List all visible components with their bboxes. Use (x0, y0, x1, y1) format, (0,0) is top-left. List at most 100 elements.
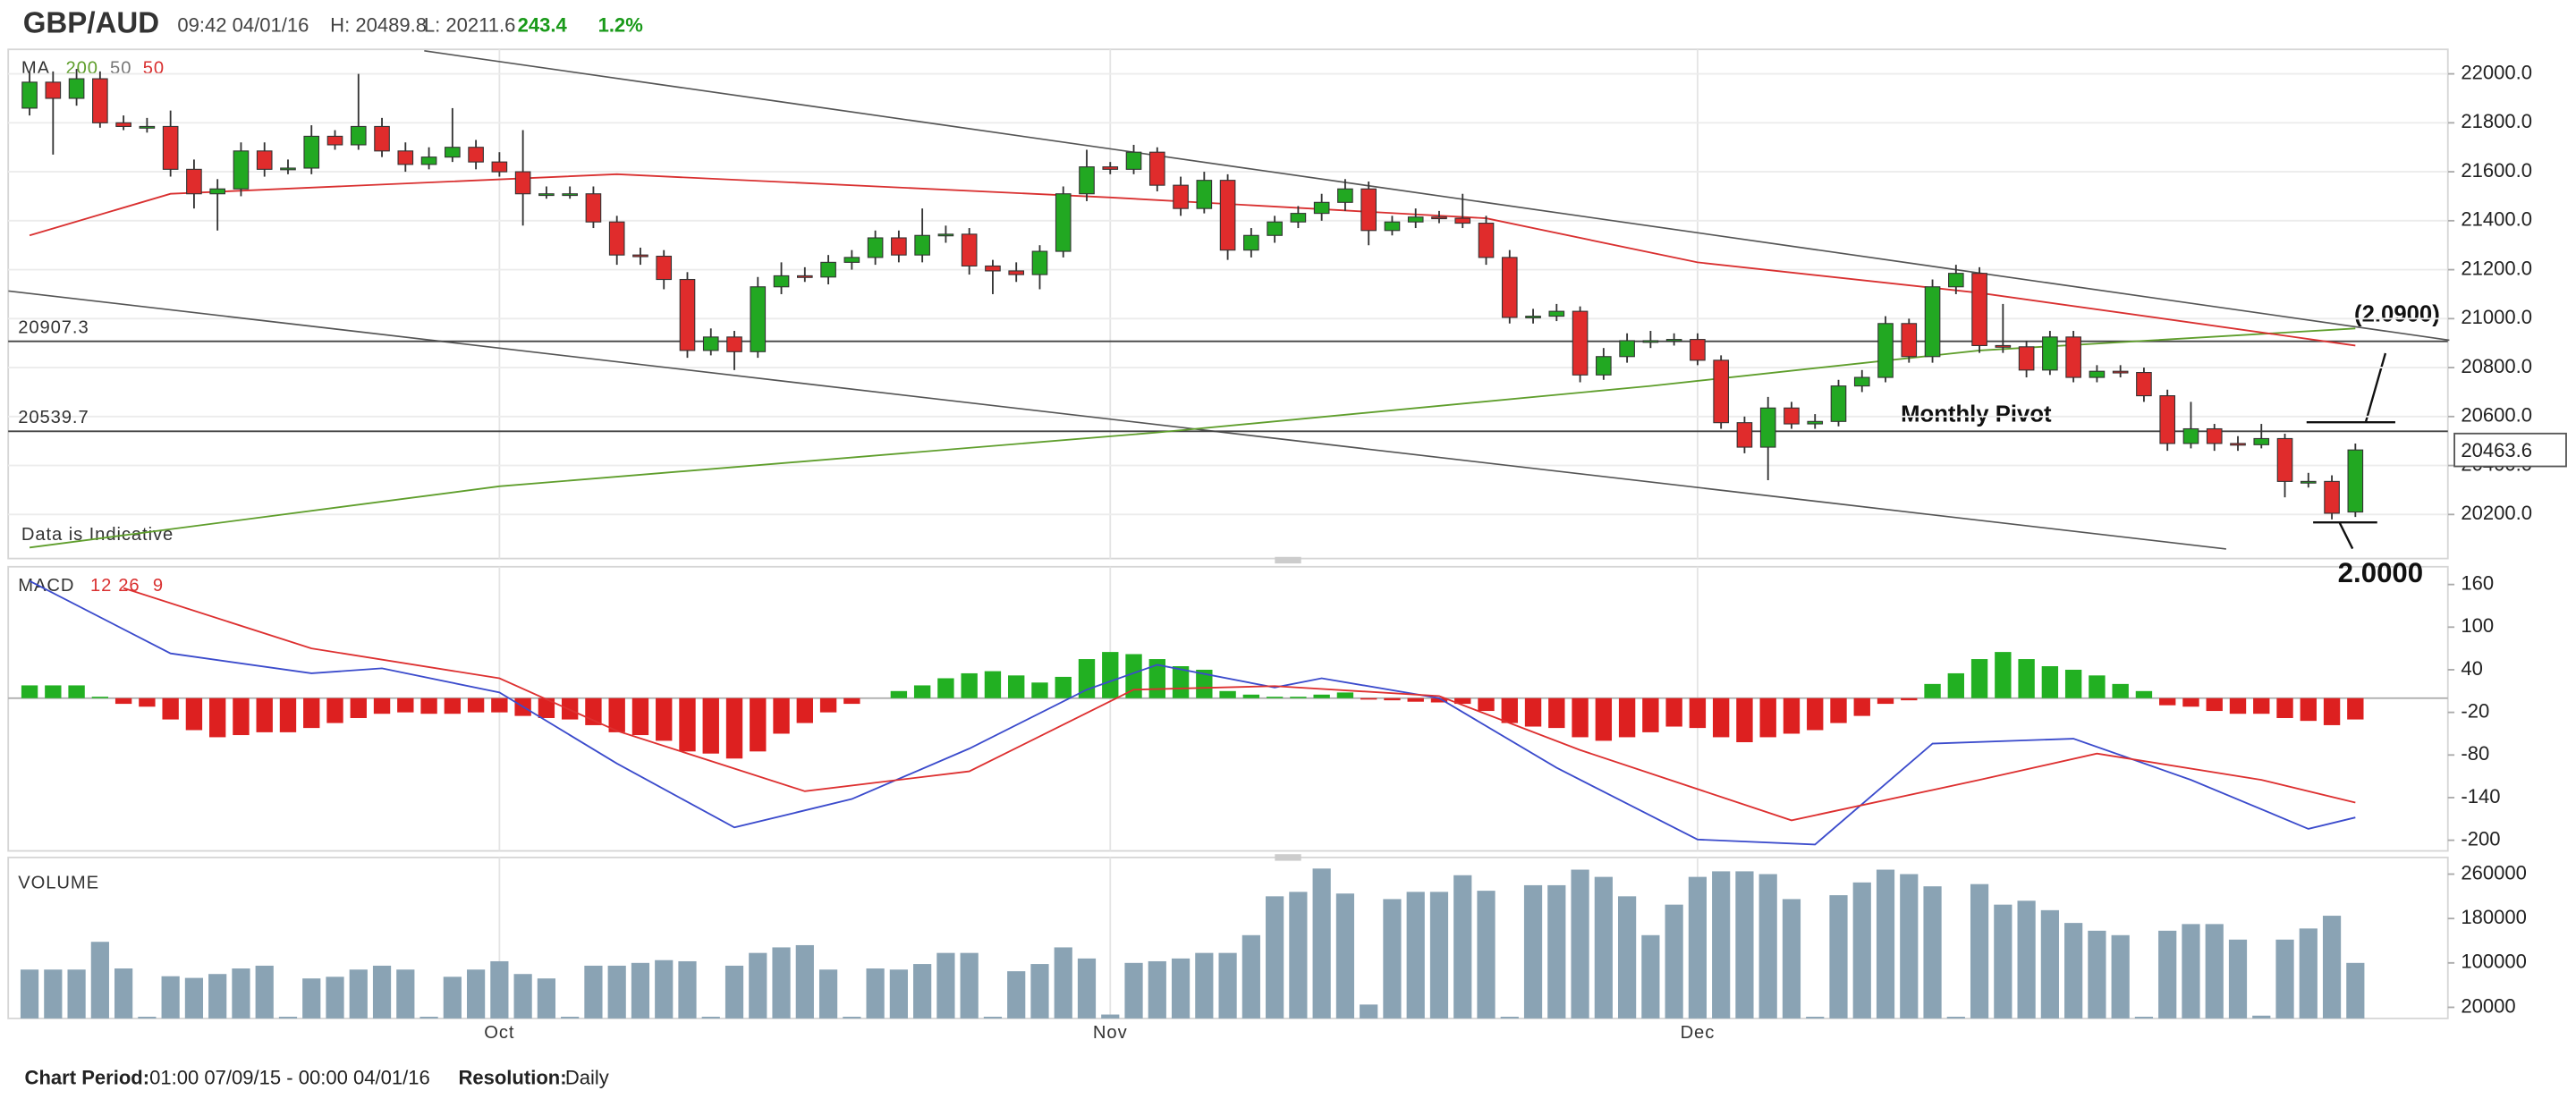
histogram-bar (1572, 697, 1589, 738)
candle-body (562, 193, 578, 197)
price-panel (7, 48, 2449, 560)
volume-bar (2275, 939, 2294, 1019)
histogram-bar (279, 697, 297, 732)
target-arrow (2306, 352, 2395, 424)
candle-body (2042, 336, 2058, 371)
volume-bar (372, 965, 392, 1019)
histogram-bar (1642, 697, 1659, 732)
candle-body (796, 275, 813, 278)
candle-body (1313, 201, 1330, 215)
volume-bar (20, 969, 39, 1019)
resize-handle[interactable] (1275, 854, 1301, 861)
volume-bar (513, 974, 532, 1019)
volume-bar (1547, 884, 1566, 1019)
histogram-bar (491, 697, 508, 713)
histogram-bar (1196, 669, 1213, 698)
candle-body (420, 156, 437, 165)
y-tick-label: -140 (2461, 785, 2500, 807)
candle-body (2276, 437, 2293, 482)
histogram-bar (1901, 697, 1918, 701)
histogram-bar (702, 697, 719, 754)
volume-bar (232, 968, 250, 1019)
candle-body (1478, 223, 1495, 258)
histogram-bar (68, 685, 85, 698)
histogram-bar (913, 685, 931, 698)
volume-bar (2299, 928, 2318, 1019)
volume-bar (1829, 895, 1848, 1019)
target-label: (2.0900) (2354, 302, 2440, 327)
volume-bar (184, 977, 204, 1019)
volume-bar (1923, 886, 1942, 1019)
candle-body (256, 150, 273, 170)
candle-body (891, 237, 907, 256)
volume-bar (889, 969, 908, 1019)
candle-body (1572, 310, 1589, 376)
volume-bar (537, 978, 555, 1019)
candle-body (1031, 250, 1048, 275)
last-price: 20463.6 (2461, 439, 2532, 461)
histogram-bar (1055, 676, 1072, 698)
histogram-bar (1266, 697, 1284, 698)
footer-label: Resolution: (458, 1067, 566, 1089)
candle-body (585, 193, 602, 223)
candle-body (1665, 339, 1682, 342)
volume-bar (1289, 892, 1308, 1019)
histogram-bar (631, 697, 649, 736)
macd-panel (7, 565, 2449, 852)
candle-body (374, 125, 390, 152)
candle-body (326, 135, 343, 146)
candle-body (162, 125, 179, 170)
candle-body (538, 193, 555, 197)
histogram-bar (2323, 697, 2341, 725)
candle-body (1454, 217, 1471, 224)
volume-bar (561, 1017, 580, 1019)
candle-body (45, 81, 62, 99)
target-arrow (2313, 521, 2377, 550)
volume-bar (631, 962, 650, 1019)
histogram-bar (373, 697, 391, 714)
histogram-bar (1501, 697, 1518, 723)
histogram-bar (1430, 697, 1448, 703)
histogram-bar (397, 697, 414, 713)
histogram-bar (162, 697, 179, 720)
volume-bar (818, 969, 838, 1019)
candle-body (2324, 480, 2340, 514)
resize-handle[interactable] (1275, 556, 1301, 564)
histogram-bar (1970, 659, 1988, 698)
candle-body (1219, 180, 1236, 251)
volume-bar (1383, 899, 1402, 1019)
candle-body (1995, 344, 2012, 348)
y-tick-label: 40 (2461, 657, 2483, 680)
histogram-bar (91, 697, 109, 698)
histogram-bar (1947, 672, 1964, 698)
candle-body (1901, 323, 1918, 358)
volume-bar (1360, 1004, 1378, 1019)
y-tick-label: 20600.0 (2461, 404, 2532, 427)
candle-body (1830, 385, 1847, 422)
volume-bar (1030, 964, 1049, 1019)
candle-body (726, 336, 742, 352)
histogram-bar (1807, 697, 1824, 731)
volume-bar (1171, 958, 1191, 1019)
candle-body (139, 125, 156, 129)
y-tick-label: 21000.0 (2461, 306, 2532, 328)
histogram-bar (937, 678, 954, 698)
volume-bar (1477, 891, 1496, 1019)
candle-body (1525, 316, 1541, 318)
volume-bar (2017, 900, 2036, 1019)
volume-bar (326, 976, 344, 1019)
histogram-bar (2018, 659, 2035, 698)
target-label: 2.0000 (2338, 557, 2424, 588)
candle-body (1619, 340, 1635, 358)
volume-bar (2182, 924, 2200, 1019)
candle-body (679, 278, 696, 351)
candle-body (1360, 188, 1377, 232)
histogram-bar (1478, 697, 1495, 712)
histogram-bar (2253, 697, 2270, 714)
volume-bar (278, 1017, 298, 1019)
histogram-bar (1125, 654, 1142, 698)
candle-body (867, 237, 884, 258)
volume-bar (1429, 892, 1449, 1019)
candle-body (92, 78, 108, 123)
histogram-bar (467, 697, 485, 713)
